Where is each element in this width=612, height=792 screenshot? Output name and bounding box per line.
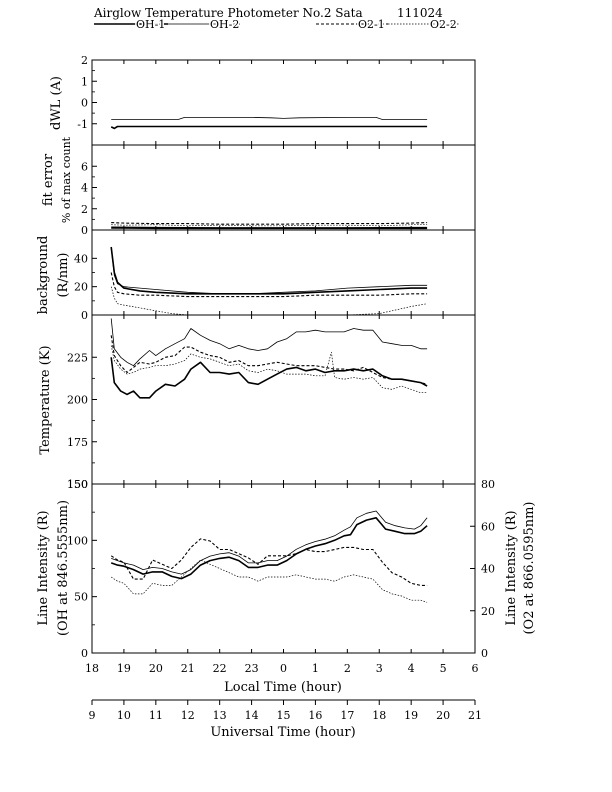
series-oh-2 bbox=[111, 510, 428, 575]
x-tick-label-universal: 18 bbox=[372, 709, 386, 722]
series-o2-2 bbox=[110, 345, 428, 394]
legend-label-oh-1: OH-1 bbox=[136, 18, 165, 31]
x-tick-label-universal: 10 bbox=[117, 709, 131, 722]
x-tick-label-universal: 17 bbox=[340, 709, 354, 722]
y-right-tick-label: 20 bbox=[481, 605, 495, 618]
x-tick-label-universal: 16 bbox=[308, 709, 322, 722]
x-tick-label-universal: 20 bbox=[436, 709, 450, 722]
header: Airglow Temperature Photometer No.2 Sata… bbox=[93, 6, 443, 20]
series-oh-1 bbox=[110, 357, 428, 399]
x-tick-label-universal: 9 bbox=[89, 709, 96, 722]
series-o2-1 bbox=[110, 335, 428, 385]
panel-frame bbox=[91, 144, 476, 231]
panel-frame bbox=[91, 229, 476, 316]
series-o2-2 bbox=[111, 224, 428, 227]
x-tick-label-local: 18 bbox=[85, 662, 99, 675]
legend-label-o2-2: O2-2 bbox=[430, 18, 457, 31]
x-tick-label-universal: 12 bbox=[181, 709, 195, 722]
y-tick-label: 4 bbox=[81, 182, 88, 195]
series-o2-1 bbox=[111, 222, 428, 225]
legend-label-o2-1: O2-1 bbox=[358, 18, 385, 31]
panel-frame bbox=[91, 314, 476, 485]
x-axis-label-universal: Universal Time (hour) bbox=[210, 725, 355, 740]
y-tick-label: 225 bbox=[67, 351, 88, 364]
y-tick-label: 0 bbox=[81, 309, 88, 322]
x-tick-label-universal: 19 bbox=[404, 709, 418, 722]
y-tick-label: 1 bbox=[81, 75, 88, 88]
series-oh-2 bbox=[110, 248, 428, 295]
y-tick-label: -1 bbox=[77, 118, 88, 131]
y-axis-label: background bbox=[36, 236, 51, 315]
x-tick-label-local: 2 bbox=[344, 662, 351, 675]
y-axis-label-2: (R/nm) bbox=[56, 252, 71, 297]
x-tick-label-universal: 11 bbox=[149, 709, 163, 722]
x-axis-label-local: Local Time (hour) bbox=[224, 680, 342, 695]
x-tick-label-universal: 14 bbox=[245, 709, 259, 722]
x-tick-label-universal: 21 bbox=[468, 709, 482, 722]
series-oh-2 bbox=[111, 117, 428, 120]
x-tick-label-local: 19 bbox=[117, 662, 131, 675]
y-tick-label: 0 bbox=[81, 224, 88, 237]
x-tick-label-local: 21 bbox=[181, 662, 195, 675]
x-tick-label-local: 3 bbox=[376, 662, 383, 675]
y-tick-label: 150 bbox=[67, 478, 88, 491]
y-right-tick-label: 40 bbox=[481, 563, 495, 576]
panel-dwl: -1 0 1 2 dWL (A) bbox=[49, 54, 476, 146]
y-tick-label: 6 bbox=[81, 160, 88, 173]
panel-frame bbox=[91, 59, 476, 146]
panel-fit_error: 0 2 4 6 fit error % of max count bbox=[41, 136, 476, 237]
y-tick-label: 40 bbox=[74, 252, 88, 265]
time-axes: Local Time (hour) Universal Time (hour) … bbox=[85, 662, 482, 740]
series-oh-1 bbox=[110, 125, 428, 130]
series-o2-2 bbox=[110, 286, 428, 315]
x-tick-label-local: 22 bbox=[213, 662, 227, 675]
series-oh-1 bbox=[111, 226, 428, 229]
legend-label-oh-2: OH-2 bbox=[210, 18, 239, 31]
y-tick-label: 20 bbox=[74, 281, 88, 294]
series-o2-1 bbox=[110, 272, 428, 298]
legend: OH-1 OH-2 O2-1 O2-2 bbox=[94, 17, 460, 33]
y-tick-label: 200 bbox=[67, 394, 88, 407]
x-tick-label-local: 20 bbox=[149, 662, 163, 675]
y-tick-label: 150 bbox=[67, 478, 88, 491]
x-tick-label-universal: 13 bbox=[213, 709, 227, 722]
y-right-axis-label: Line Intensity (R) bbox=[504, 510, 519, 625]
y-tick-label: 0 bbox=[81, 647, 88, 660]
panel-temperature: 150 175 200 225 Temperature (K) bbox=[38, 314, 476, 491]
y-tick-label: 2 bbox=[81, 54, 88, 67]
series-o2-1 bbox=[110, 538, 428, 586]
y-right-tick-label: 80 bbox=[481, 478, 495, 491]
x-tick-label-local: 0 bbox=[280, 662, 287, 675]
x-tick-label-local: 6 bbox=[472, 662, 479, 675]
x-tick-label-universal: 15 bbox=[277, 709, 291, 722]
panel-background: 0 20 40 background (R/nm) bbox=[36, 229, 476, 322]
y-tick-label: 100 bbox=[67, 534, 88, 547]
y-axis-label: Temperature (K) bbox=[38, 345, 53, 454]
y-axis-label: fit error bbox=[41, 153, 56, 206]
y-tick-label: 0 bbox=[81, 97, 88, 110]
y-tick-label: 2 bbox=[81, 203, 88, 216]
y-tick-label: 50 bbox=[74, 591, 88, 604]
y-right-tick-label: 0 bbox=[481, 647, 488, 660]
x-tick-label-local: 5 bbox=[440, 662, 447, 675]
series-o2-2 bbox=[111, 559, 428, 603]
x-tick-label-local: 23 bbox=[245, 662, 259, 675]
series-oh-1 bbox=[110, 517, 428, 580]
y-axis-label: Line Intensity (R) bbox=[36, 510, 51, 625]
y-tick-label: 175 bbox=[67, 436, 88, 449]
y-right-axis-label-2: (O2 at 866.0595nm) bbox=[522, 501, 537, 634]
header-date: 111024 bbox=[397, 6, 443, 20]
x-tick-label-local: 1 bbox=[312, 662, 319, 675]
y-axis-label: dWL (A) bbox=[49, 76, 64, 130]
series-oh-2 bbox=[110, 318, 428, 367]
x-tick-label-local: 4 bbox=[408, 662, 415, 675]
y-right-tick-label: 60 bbox=[481, 520, 495, 533]
y-axis-label-2: % of max count bbox=[60, 136, 73, 223]
y-axis-label-2: (OH at 846.5555nm) bbox=[56, 500, 71, 636]
header-title: Airglow Temperature Photometer No.2 Sata bbox=[93, 6, 363, 20]
